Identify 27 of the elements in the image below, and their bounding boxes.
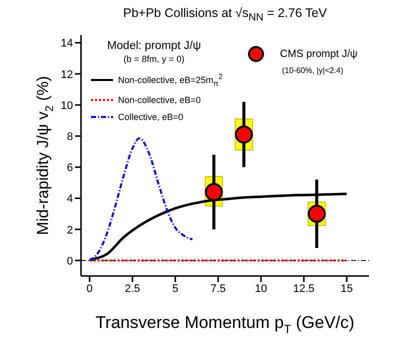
y-tick-label: 14 — [60, 38, 73, 50]
x-tick-label: 15 — [340, 282, 353, 295]
chart-title: Pb+Pb Collisions at √s$_{NN}$ = 2.76 TeV — [123, 6, 327, 24]
legend-label: CMS prompt J/ψ — [280, 48, 358, 60]
line-series — [88, 137, 194, 262]
y-tick-label: 2 — [66, 224, 73, 236]
y-tick-label: 6 — [66, 162, 73, 174]
point — [204, 183, 223, 202]
x-tick-label: 0 — [86, 282, 93, 295]
point — [308, 204, 326, 223]
x-tick-label: 7.5 — [210, 282, 226, 295]
legend-title: Model: prompt J/ψ — [107, 40, 201, 52]
y-tick-label: 4 — [66, 193, 73, 206]
point — [234, 126, 253, 144]
x-tick-label: 2.5 — [124, 282, 140, 295]
y-tick-label: 10 — [60, 100, 73, 112]
legend-label: Non-collective, eB=0 — [118, 94, 201, 105]
annotation: (b = 8fm, y = 0) — [123, 54, 185, 64]
annotation: (10-60%, |y|<2.4) — [282, 66, 344, 75]
legend-label: Collective, eB=0 — [118, 112, 184, 122]
x-tick-label: 10 — [254, 282, 268, 295]
y-tick-label: 0 — [66, 255, 73, 268]
x-axis-title: Transverse Momentum p$_{T}$ (GeV/c) — [96, 313, 354, 336]
x-tick-label: 5 — [172, 282, 178, 295]
y-tick-label: 8 — [66, 130, 73, 143]
y-tick-label: 12 — [60, 68, 73, 81]
x-tick-label: 12.5 — [293, 282, 315, 295]
